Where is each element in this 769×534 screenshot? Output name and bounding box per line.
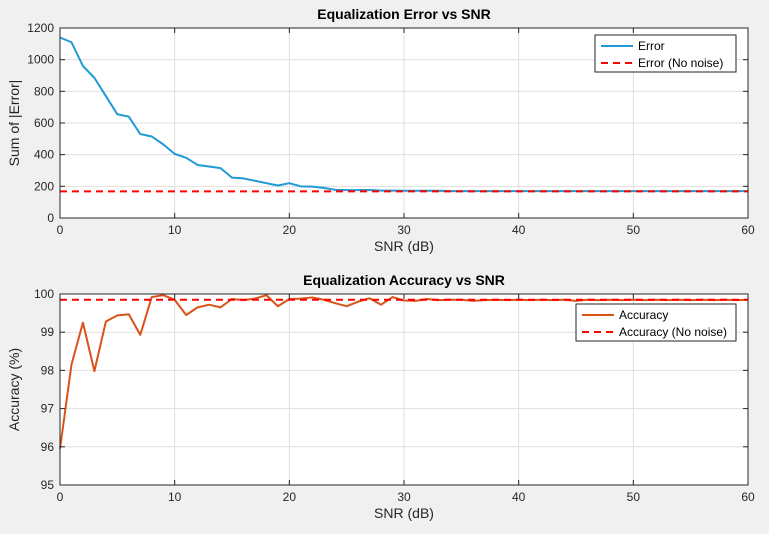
legend: Error Error (No noise): [594, 34, 737, 73]
legend-box: [575, 303, 737, 342]
x-tick-label: 40: [512, 223, 526, 237]
x-tick-label: 0: [57, 490, 64, 504]
x-tick-label: 20: [283, 490, 297, 504]
x-tick-label: 30: [397, 223, 411, 237]
legend: Accuracy Accuracy (No noise): [575, 303, 737, 342]
legend-label: Error: [638, 39, 665, 53]
y-tick-label: 97: [41, 402, 55, 416]
y-tick-label: 1000: [27, 53, 54, 67]
x-tick-label: 60: [741, 223, 755, 237]
chart-title: Equalization Accuracy vs SNR: [303, 272, 505, 288]
y-tick-label: 98: [41, 363, 55, 377]
x-tick-label: 50: [627, 223, 641, 237]
y-tick-label: 96: [41, 440, 55, 454]
x-tick-label: 60: [741, 490, 755, 504]
y-tick-label: 400: [34, 148, 54, 162]
x-axis-label: SNR (dB): [374, 238, 434, 254]
y-tick-label: 1200: [27, 21, 54, 35]
y-tick-label: 100: [34, 287, 54, 301]
x-tick-label: 10: [168, 490, 182, 504]
y-axis-label: Sum of |Error|: [6, 80, 22, 167]
series-line-1: [59, 36, 748, 193]
y-tick-label: 200: [34, 179, 54, 193]
y-tick-label: 0: [47, 211, 54, 225]
x-tick-label: 30: [397, 490, 411, 504]
chart-1: 0 10 20 30 40 50 60020040060080010001200Equali…: [6, 6, 755, 254]
x-tick-label: 40: [512, 490, 526, 504]
y-axis-label: Accuracy (%): [6, 348, 22, 431]
legend-label: Accuracy: [619, 308, 668, 322]
y-tick-label: 600: [34, 116, 54, 130]
chart-2: 0 10 20 30 40 50 60 95 96 97 98 99 100 Equalization A…: [6, 272, 755, 521]
x-tick-label: 20: [283, 223, 297, 237]
chart-title: Equalization Error vs SNR: [317, 6, 490, 22]
legend-label: Accuracy (No noise): [619, 325, 727, 339]
x-axis-label: SNR (dB): [374, 505, 434, 521]
legend-box: [594, 34, 737, 73]
legend-label: Error (No noise): [638, 56, 723, 70]
x-tick-label: 10: [168, 223, 182, 237]
x-tick-label: 0: [57, 223, 64, 237]
y-tick-label: 99: [41, 325, 55, 339]
y-tick-label: 800: [34, 84, 54, 98]
x-tick-label: 50: [627, 490, 641, 504]
y-tick-label: 95: [41, 478, 55, 492]
